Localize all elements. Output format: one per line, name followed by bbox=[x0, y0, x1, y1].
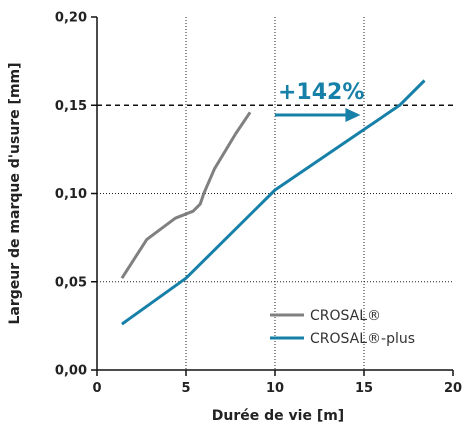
series-line-crosal-plus bbox=[121, 79, 426, 326]
annotation-arrow-head bbox=[345, 107, 361, 122]
y-tick-label: 0,00 bbox=[55, 364, 87, 379]
series-layer bbox=[120, 79, 426, 326]
legend-label-crosal-plus: CROSAL®-plus bbox=[310, 331, 415, 347]
legend-label-crosal: CROSAL® bbox=[310, 308, 381, 324]
y-tick-label: 0,20 bbox=[55, 11, 87, 26]
y-tick-label: 0,15 bbox=[55, 99, 87, 114]
x-tick-label: 10 bbox=[266, 381, 284, 396]
x-tick-label: 20 bbox=[444, 381, 462, 396]
legend: CROSAL® CROSAL®-plus bbox=[270, 308, 415, 347]
annotation: +142% bbox=[275, 80, 364, 122]
y-tick-label: 0,10 bbox=[55, 187, 87, 202]
x-tick-label: 5 bbox=[181, 381, 190, 396]
series-line-crosal bbox=[120, 111, 252, 280]
axes bbox=[91, 16, 454, 376]
y-tick-label: 0,05 bbox=[55, 275, 87, 290]
x-tick-label: 0 bbox=[92, 381, 101, 396]
y-axis-title: Largeur de marque d'usure [mm] bbox=[7, 62, 23, 324]
x-axis-title: Durée de vie [m] bbox=[212, 408, 344, 424]
grid-lines bbox=[97, 17, 453, 370]
tick-labels: 0,00 0,05 0,10 0,15 0,20 0 5 10 15 20 bbox=[55, 11, 462, 397]
annotation-label: +142% bbox=[278, 80, 364, 105]
x-tick-label: 15 bbox=[355, 381, 373, 396]
